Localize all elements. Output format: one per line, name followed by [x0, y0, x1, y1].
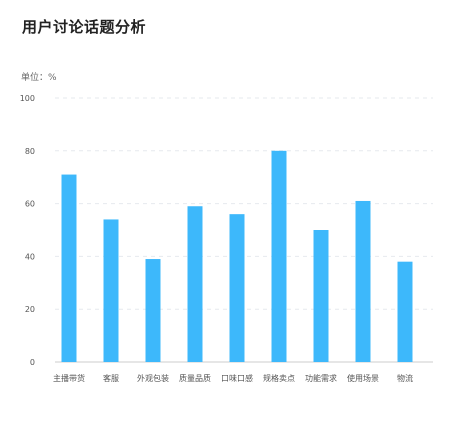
bar-4: [187, 206, 203, 362]
bar-2: [103, 219, 119, 362]
bar-3: [145, 259, 161, 362]
x-tick-label-7: 功能需求: [305, 373, 337, 383]
bar-1: [61, 174, 77, 362]
x-tick-label-2: 客服: [103, 373, 119, 383]
x-tick-label-8: 使用场景: [347, 373, 379, 383]
y-tick-label-20: 20: [25, 305, 35, 314]
y-tick-label-40: 40: [25, 252, 35, 261]
x-tick-label-1: 主播带货: [53, 373, 85, 383]
x-tick-label-5: 口味口感: [221, 373, 253, 383]
bar-6: [271, 150, 287, 362]
y-tick-label-60: 60: [25, 200, 35, 209]
bar-7: [313, 230, 329, 362]
unit-label: 单位：%: [21, 73, 57, 83]
bar-5: [229, 214, 245, 362]
bar-8: [355, 200, 371, 362]
y-tick-label-80: 80: [25, 147, 35, 156]
y-tick-label-100: 100: [20, 94, 35, 103]
chart-title: 用户讨论话题分析: [22, 18, 147, 36]
y-tick-label-0: 0: [30, 358, 35, 367]
x-tick-label-3: 外观包装: [137, 373, 169, 383]
x-tick-label-9: 物流: [397, 373, 413, 383]
x-tick-label-6: 规格卖点: [263, 373, 295, 383]
x-tick-label-4: 质量品质: [179, 373, 211, 383]
bar-9: [397, 261, 413, 362]
